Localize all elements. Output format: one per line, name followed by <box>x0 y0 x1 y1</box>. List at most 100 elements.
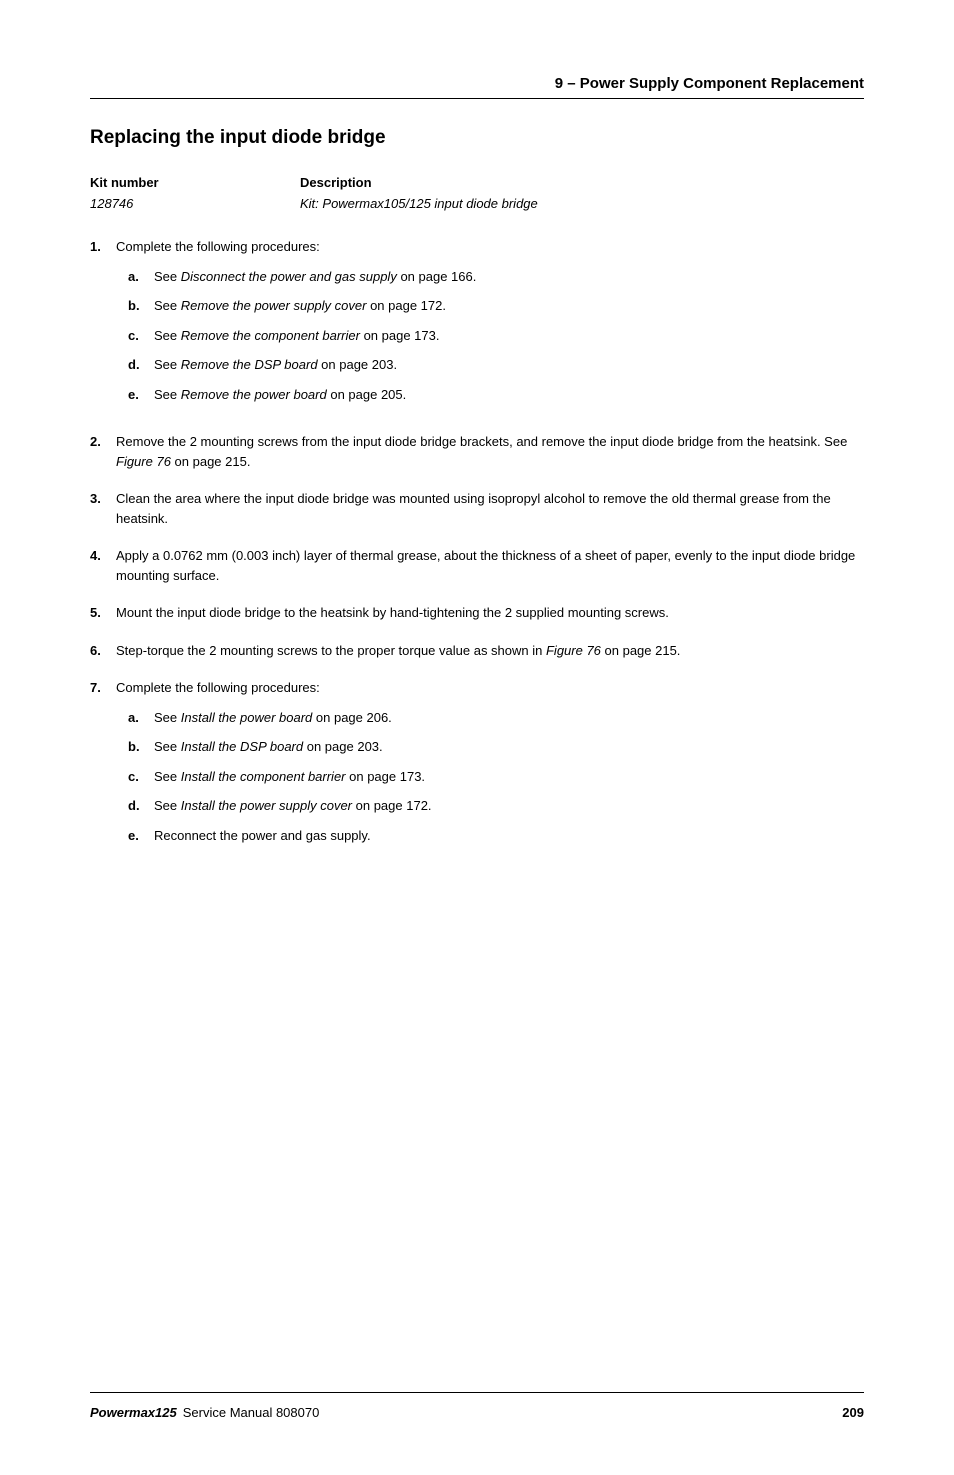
step-text: Mount the input diode bridge to the heat… <box>116 605 669 620</box>
sub-content: Reconnect the power and gas supply. <box>154 826 864 846</box>
sub-content: See Install the power board on page 206. <box>154 708 864 728</box>
sub-letter: b. <box>128 737 154 757</box>
step-item: 2.Remove the 2 mounting screws from the … <box>90 432 864 471</box>
step-content: Complete the following procedures:a.See … <box>116 237 864 414</box>
sub-letter: e. <box>128 826 154 846</box>
sub-list: a.See Install the power board on page 20… <box>116 708 864 846</box>
sub-item: d.See Remove the DSP board on page 203. <box>128 355 864 375</box>
step-number: 3. <box>90 489 116 528</box>
sub-letter: c. <box>128 326 154 346</box>
sub-italic: Disconnect the power and gas supply <box>181 269 397 284</box>
kit-number-header: Kit number <box>90 175 300 190</box>
step-text-part: Remove the 2 mounting screws from the in… <box>116 434 847 449</box>
sub-prefix: See <box>154 798 181 813</box>
step-text: Clean the area where the input diode bri… <box>116 491 831 526</box>
step-content: Mount the input diode bridge to the heat… <box>116 603 864 623</box>
step-content: Complete the following procedures:a.See … <box>116 678 864 855</box>
sub-letter: a. <box>128 267 154 287</box>
sub-content: See Install the power supply cover on pa… <box>154 796 864 816</box>
steps-list: 1.Complete the following procedures:a.Se… <box>90 237 864 855</box>
sub-item: a.See Disconnect the power and gas suppl… <box>128 267 864 287</box>
step-text-part: Step-torque the 2 mounting screws to the… <box>116 643 546 658</box>
sub-prefix: See <box>154 328 181 343</box>
sub-prefix: See <box>154 298 181 313</box>
kit-number-value: 128746 <box>90 196 300 211</box>
page-heading: Replacing the input diode bridge <box>90 127 864 149</box>
sub-italic: Remove the component barrier <box>181 328 360 343</box>
sub-suffix: on page 172. <box>366 298 446 313</box>
sub-content: See Remove the power board on page 205. <box>154 385 864 405</box>
sub-content: See Remove the power supply cover on pag… <box>154 296 864 316</box>
sub-item: b.See Install the DSP board on page 203. <box>128 737 864 757</box>
sub-prefix: See <box>154 739 181 754</box>
sub-italic: Install the power supply cover <box>181 798 352 813</box>
section-header: 9 – Power Supply Component Replacement <box>90 75 864 92</box>
step-text-part: Figure 76 <box>546 643 601 658</box>
sub-content: See Disconnect the power and gas supply … <box>154 267 864 287</box>
sub-item: a.See Install the power board on page 20… <box>128 708 864 728</box>
sub-prefix: See <box>154 269 181 284</box>
sub-item: b.See Remove the power supply cover on p… <box>128 296 864 316</box>
step-content: Clean the area where the input diode bri… <box>116 489 864 528</box>
step-text-part: on page 215. <box>601 643 681 658</box>
step-text: Complete the following procedures: <box>116 680 320 695</box>
sub-prefix: See <box>154 387 181 402</box>
sub-italic: Remove the power supply cover <box>181 298 367 313</box>
step-content: Remove the 2 mounting screws from the in… <box>116 432 864 471</box>
step-text-part: Figure 76 <box>116 454 171 469</box>
sub-content: See Remove the DSP board on page 203. <box>154 355 864 375</box>
sub-letter: b. <box>128 296 154 316</box>
sub-suffix: on page 206. <box>312 710 392 725</box>
step-text-part: on page 215. <box>171 454 251 469</box>
header-rule <box>90 98 864 99</box>
step-number: 5. <box>90 603 116 623</box>
sub-suffix: on page 166. <box>397 269 477 284</box>
kit-table: Kit number Description 128746 Kit: Power… <box>90 175 864 211</box>
step-text: Apply a 0.0762 mm (0.003 inch) layer of … <box>116 548 855 583</box>
sub-prefix: See <box>154 710 181 725</box>
step-content: Apply a 0.0762 mm (0.003 inch) layer of … <box>116 546 864 585</box>
sub-item: c.See Remove the component barrier on pa… <box>128 326 864 346</box>
sub-letter: e. <box>128 385 154 405</box>
sub-content: See Remove the component barrier on page… <box>154 326 864 346</box>
step-text: Complete the following procedures: <box>116 239 320 254</box>
sub-letter: d. <box>128 796 154 816</box>
footer-product: Powermax125 <box>90 1405 177 1420</box>
sub-italic: Install the power board <box>181 710 313 725</box>
sub-italic: Remove the power board <box>181 387 327 402</box>
page-footer: Powermax125 Service Manual 808070 209 <box>90 1392 864 1420</box>
step-item: 7.Complete the following procedures:a.Se… <box>90 678 864 855</box>
step-number: 1. <box>90 237 116 414</box>
sub-suffix: on page 173. <box>346 769 426 784</box>
kit-description-value: Kit: Powermax105/125 input diode bridge <box>300 196 864 211</box>
sub-italic: Remove the DSP board <box>181 357 318 372</box>
step-item: 3.Clean the area where the input diode b… <box>90 489 864 528</box>
footer-page-number: 209 <box>842 1405 864 1420</box>
kit-description-header: Description <box>300 175 864 190</box>
footer-manual: Service Manual 808070 <box>183 1405 320 1420</box>
sub-italic: Install the DSP board <box>181 739 303 754</box>
step-item: 4.Apply a 0.0762 mm (0.003 inch) layer o… <box>90 546 864 585</box>
sub-letter: c. <box>128 767 154 787</box>
sub-content: See Install the component barrier on pag… <box>154 767 864 787</box>
sub-suffix: on page 203. <box>303 739 383 754</box>
sub-letter: d. <box>128 355 154 375</box>
step-item: 6.Step-torque the 2 mounting screws to t… <box>90 641 864 661</box>
sub-suffix: on page 172. <box>352 798 432 813</box>
sub-list: a.See Disconnect the power and gas suppl… <box>116 267 864 405</box>
step-number: 4. <box>90 546 116 585</box>
step-number: 6. <box>90 641 116 661</box>
sub-prefix: See <box>154 357 181 372</box>
sub-prefix: See <box>154 769 181 784</box>
sub-item: e.See Remove the power board on page 205… <box>128 385 864 405</box>
sub-suffix: on page 205. <box>327 387 407 402</box>
step-content: Step-torque the 2 mounting screws to the… <box>116 641 864 661</box>
sub-content: See Install the DSP board on page 203. <box>154 737 864 757</box>
step-item: 5.Mount the input diode bridge to the he… <box>90 603 864 623</box>
sub-letter: a. <box>128 708 154 728</box>
sub-item: d.See Install the power supply cover on … <box>128 796 864 816</box>
sub-suffix: on page 173. <box>360 328 440 343</box>
sub-italic: Install the component barrier <box>181 769 346 784</box>
step-item: 1.Complete the following procedures:a.Se… <box>90 237 864 414</box>
sub-item: c.See Install the component barrier on p… <box>128 767 864 787</box>
